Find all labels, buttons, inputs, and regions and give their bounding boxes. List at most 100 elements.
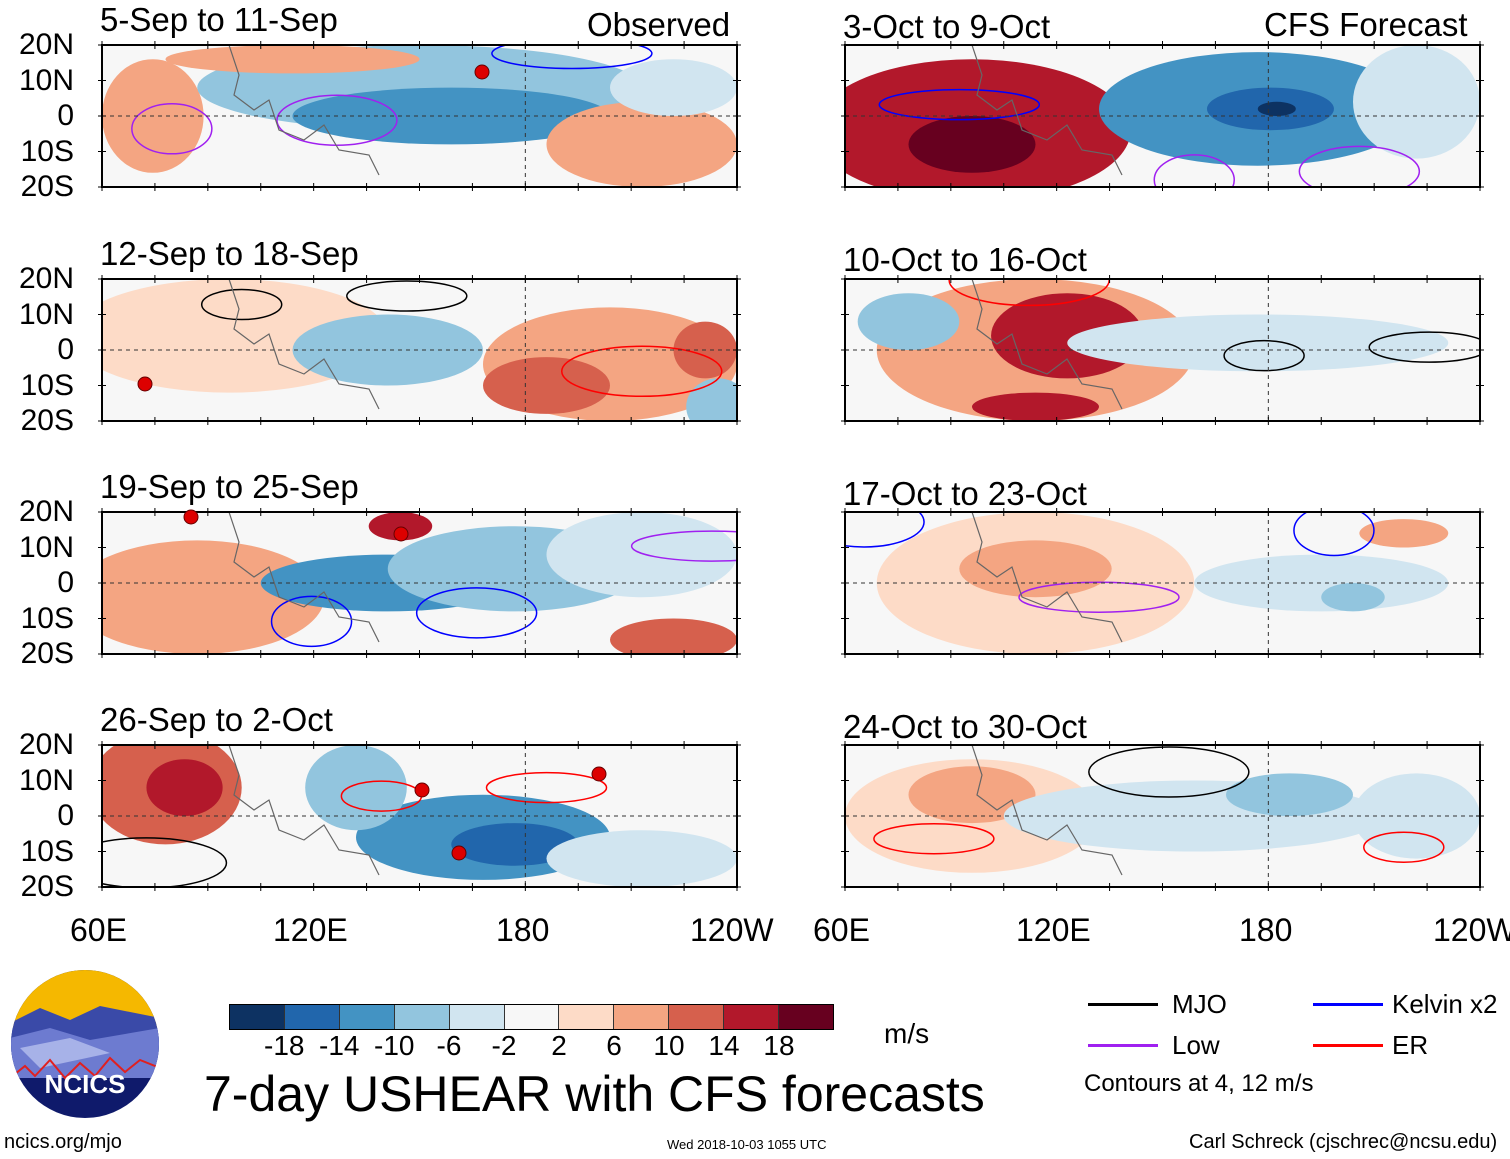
coastline	[228, 512, 380, 643]
lat-label: 20S	[20, 170, 74, 203]
tropical-cyclone-icon	[474, 64, 490, 80]
colorbar-tick-label: -2	[491, 1030, 517, 1061]
map-panel	[98, 41, 741, 191]
panel-title: 5-Sep to 11-Sep	[100, 1, 338, 38]
lat-label: 20N	[18, 728, 74, 761]
colorbar-swatch	[394, 1005, 450, 1029]
wave-contour	[873, 822, 995, 855]
lat-label: 20S	[20, 870, 74, 903]
lon-label: 60E	[70, 912, 127, 948]
wave-contour	[1363, 831, 1445, 863]
tropical-cyclone-icon	[393, 526, 409, 542]
shear-anomaly-region	[546, 830, 737, 887]
forecast-header: CFS Forecast	[1264, 6, 1468, 43]
lat-label: 20S	[20, 404, 74, 437]
lat-label: 10N	[18, 530, 74, 564]
colorbar-tick-label: 18	[763, 1030, 795, 1061]
wave-contour	[630, 530, 737, 562]
shear-anomaly-region	[546, 512, 737, 598]
shear-anomaly-region	[368, 512, 433, 541]
wave-contour	[1018, 581, 1180, 613]
lat-label: 10N	[18, 763, 74, 797]
wave-contour	[1088, 746, 1250, 798]
legend-swatch-low	[1088, 1044, 1158, 1047]
lat-label: 0	[57, 799, 74, 832]
shear-anomaly-region	[1321, 583, 1385, 612]
panel-title: 24-Oct to 30-Oct	[843, 708, 1087, 745]
wave-contour	[845, 512, 925, 548]
lat-label: 0	[57, 333, 74, 366]
map-panel	[98, 508, 741, 658]
shear-anomaly-region	[972, 392, 1099, 421]
lat-label: 20N	[18, 28, 74, 61]
colorbar-swatch	[669, 1005, 725, 1029]
shear-anomaly-region	[102, 540, 325, 654]
shear-anomaly-region	[1257, 101, 1296, 116]
panel-title: 3-Oct to 9-Oct	[843, 8, 1051, 45]
lon-label: 120E	[1016, 912, 1091, 948]
colorbar-swatch	[230, 1005, 285, 1029]
wave-contour	[415, 587, 538, 639]
coastline	[971, 745, 1123, 876]
map-panels	[98, 41, 1484, 891]
lat-label: 10S	[20, 601, 74, 635]
colorbar-tick-label: 6	[606, 1030, 622, 1061]
wave-contour	[346, 280, 468, 312]
colorbar-tick-label: 10	[653, 1030, 685, 1061]
shear-anomaly-region	[483, 357, 610, 414]
colorbar-swatch	[779, 1005, 833, 1029]
shear-anomaly-region	[610, 618, 737, 654]
legend-label-er: ER	[1392, 1030, 1429, 1060]
lon-label: 120E	[273, 912, 348, 948]
lat-label: 20N	[18, 495, 74, 528]
shear-anomaly-region	[546, 101, 737, 187]
coastline	[971, 279, 1123, 410]
colorbar-swatch	[559, 1005, 615, 1029]
lon-label: 60E	[813, 912, 870, 948]
wave-contour	[491, 45, 653, 70]
website-link[interactable]: ncics.org/mjo	[4, 1131, 122, 1153]
coastline	[228, 279, 380, 410]
shear-anomaly-region	[610, 59, 737, 116]
legend-swatch-mjo	[1088, 1003, 1158, 1006]
wave-contour	[561, 345, 723, 398]
wave-contour	[131, 103, 213, 155]
panel-title: 17-Oct to 23-Oct	[843, 475, 1087, 512]
tropical-cyclone-icon	[414, 782, 430, 798]
legend-swatch-er	[1313, 1044, 1383, 1047]
colorbar-tick-label: 2	[551, 1030, 567, 1061]
lat-label: 10S	[20, 368, 74, 402]
shear-anomaly-region	[1353, 45, 1480, 159]
author-credit: Carl Schreck (cjschrec@ncsu.edu)	[1189, 1131, 1498, 1153]
shear-anomaly-region	[451, 823, 579, 866]
panel-title: 10-Oct to 16-Oct	[843, 241, 1087, 278]
lon-label: 120W	[1433, 912, 1510, 948]
wave-contour	[878, 88, 1041, 121]
shear-anomaly-region	[1359, 519, 1449, 548]
observed-header: Observed	[587, 6, 731, 43]
tropical-cyclone-icon	[591, 766, 607, 782]
ncics-logo: NCICS	[11, 970, 159, 1118]
colorbar	[229, 1004, 834, 1030]
legend-swatch-kelvin	[1313, 1003, 1383, 1006]
tropical-cyclone-icon	[183, 509, 199, 525]
units-label: m/s	[884, 1018, 930, 1049]
wave-contour	[276, 94, 398, 147]
shear-anomaly-region	[908, 766, 1036, 824]
coastline	[228, 745, 380, 876]
wave-contour	[1368, 331, 1480, 363]
timestamp: Wed 2018-10-03 1055 UTC	[667, 1137, 827, 1152]
panel-title: 26-Sep to 2-Oct	[100, 701, 333, 738]
shear-anomaly-region	[908, 115, 1036, 173]
legend-label-low: Low	[1172, 1030, 1220, 1060]
colorbar-swatch	[449, 1005, 505, 1029]
shear-anomaly-region	[1067, 314, 1449, 372]
lat-label: 0	[57, 566, 74, 599]
shear-anomaly-region	[857, 293, 960, 350]
lat-label: 10S	[20, 134, 74, 168]
wave-contour	[485, 771, 608, 804]
shear-anomaly-region	[165, 45, 420, 74]
shear-anomaly-region	[292, 314, 483, 386]
colorbar-swatch	[284, 1005, 340, 1029]
wave-contour	[1223, 339, 1305, 372]
